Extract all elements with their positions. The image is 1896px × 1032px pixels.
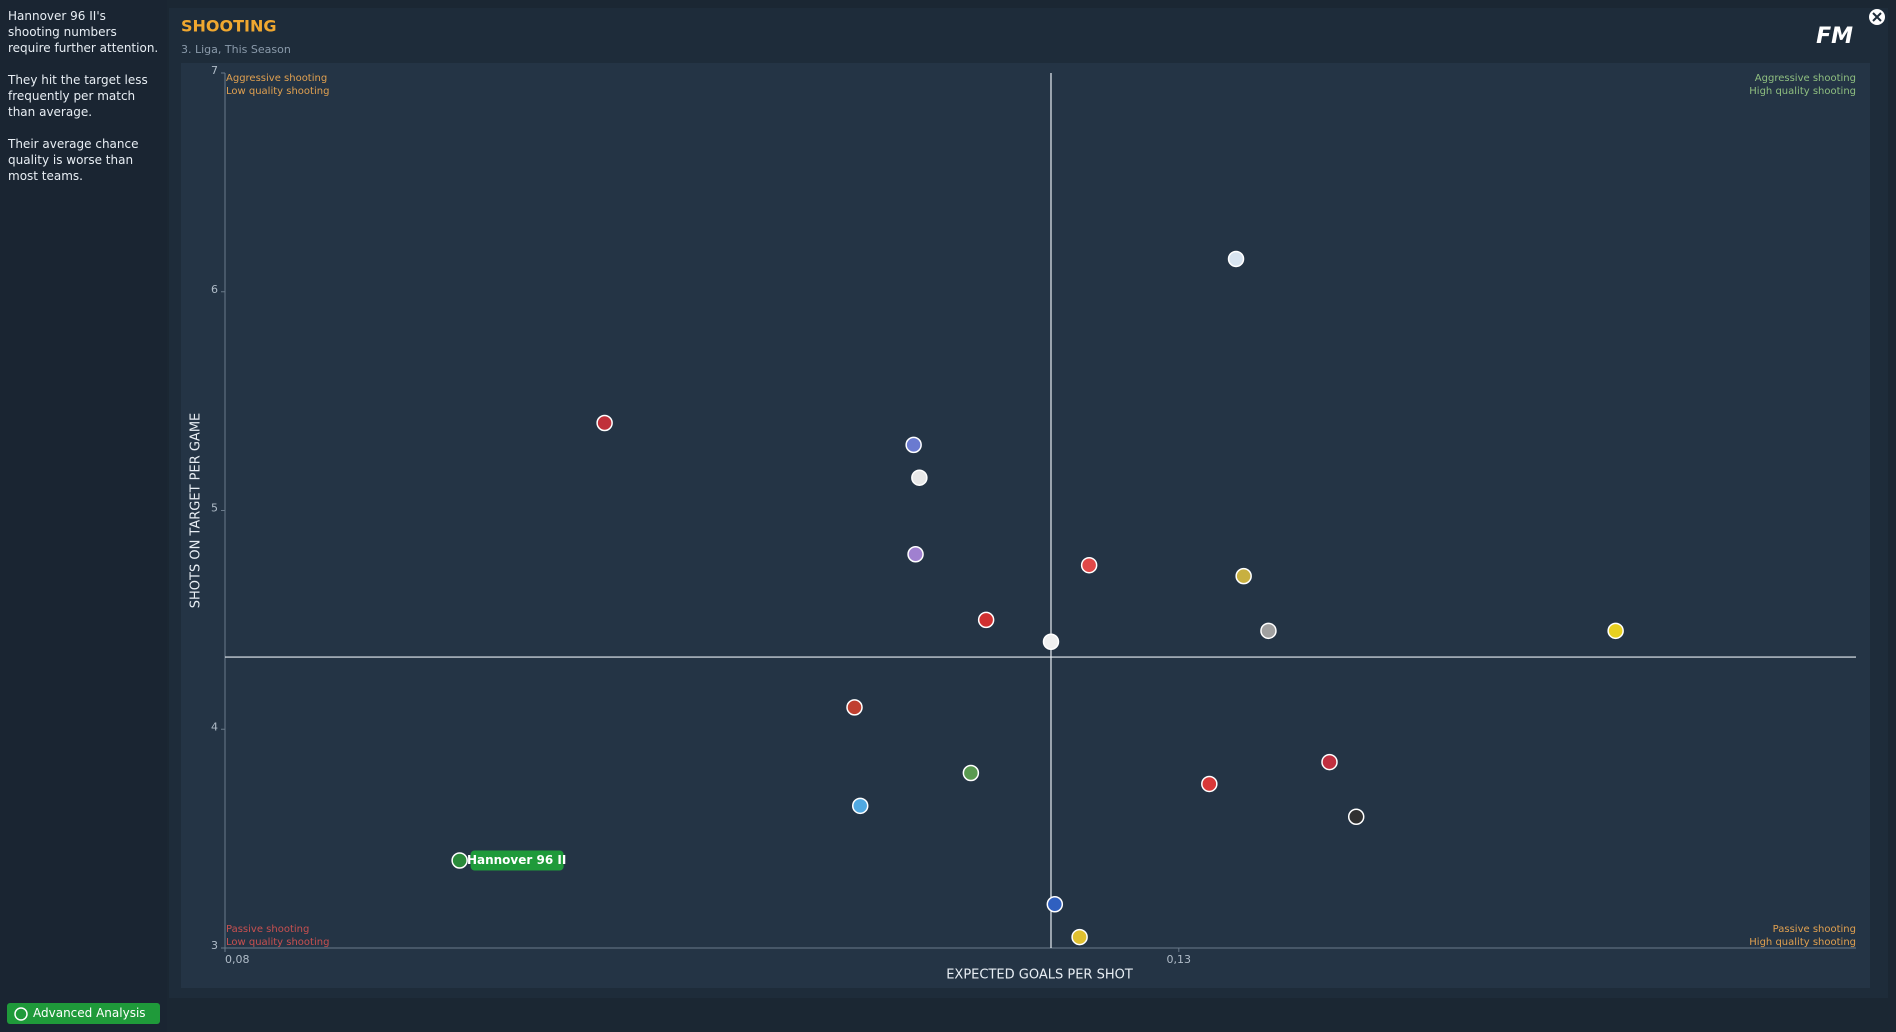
quadrant-label: Aggressive shooting [1755, 73, 1856, 84]
team-badge [1080, 556, 1098, 574]
quadrant-label: Passive shooting [1773, 924, 1856, 935]
team-badge [451, 852, 468, 869]
team-badge [911, 469, 928, 486]
title: SHOOTING [181, 17, 277, 36]
logo: FM [1816, 24, 1853, 49]
main-panel [169, 8, 1888, 998]
team-badge [1046, 896, 1064, 913]
insight-text: They hit the target less frequently per … [8, 73, 148, 119]
team-badge [596, 414, 613, 432]
insight-text: Their average chance quality is worse th… [8, 137, 139, 183]
team-badge [1235, 567, 1252, 585]
y-tick-label: 4 [211, 720, 218, 733]
team-badge [846, 699, 863, 716]
label-pill [470, 850, 564, 871]
quadrant-label: High quality shooting [1749, 937, 1856, 948]
quadrant-label: Low quality shooting [226, 937, 329, 948]
team-badge [1321, 753, 1338, 771]
y-tick-label: 3 [211, 939, 218, 952]
team-badge [1201, 775, 1218, 793]
team-badge [905, 436, 922, 454]
y-tick-label: 5 [211, 502, 218, 515]
team-badge [1347, 808, 1365, 825]
team-badge [1071, 928, 1088, 946]
close-button[interactable] [1869, 9, 1885, 25]
team-badge [907, 546, 924, 563]
quadrant-label: High quality shooting [1749, 86, 1856, 97]
x-axis-label: EXPECTED GOALS PER SHOT [946, 968, 1133, 983]
y-axis-label: SHOTS ON TARGET PER GAME [189, 413, 204, 609]
quadrant-label: Low quality shooting [226, 86, 329, 97]
y-tick-label: 6 [211, 283, 218, 296]
team-label: Hannover 96 II [467, 853, 566, 867]
quadrant-label: Passive shooting [226, 924, 309, 935]
highlight-label: Hannover 96 II [467, 850, 566, 871]
x-tick-label: 0,08 [225, 953, 250, 966]
y-tick-label: 7 [211, 64, 218, 77]
team-badge [851, 797, 869, 815]
button-label: Advanced Analysis [33, 1006, 146, 1020]
insight-text: Hannover 96 II's shooting numbers requir… [8, 9, 159, 55]
team-badge [962, 764, 980, 782]
team-badge [1260, 622, 1277, 640]
advanced-analysis-button[interactable]: Advanced Analysis [7, 1003, 160, 1024]
subtitle: 3. Liga, This Season [181, 43, 291, 56]
sidebar: Hannover 96 II's shooting numbers requir… [0, 0, 167, 1032]
team-badge [1607, 622, 1624, 640]
team-badge [1042, 633, 1060, 650]
team-badge [1227, 250, 1245, 268]
quadrant-label: Aggressive shooting [226, 73, 327, 84]
x-tick-label: 0,13 [1167, 953, 1192, 966]
chart-panel [181, 63, 1870, 988]
team-badge [977, 611, 995, 629]
